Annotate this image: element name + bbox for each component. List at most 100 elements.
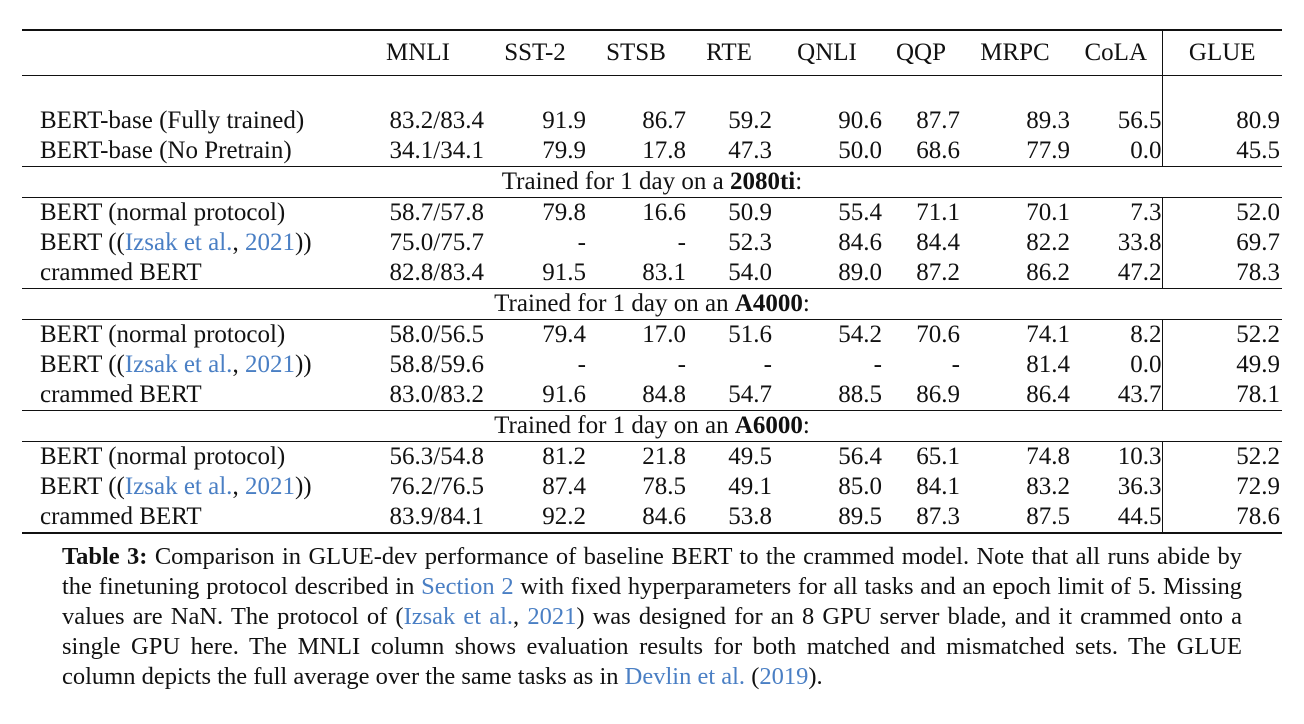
table-row: BERT-base (No Pretrain) 34.1/34.1 79.9 1… xyxy=(22,135,1282,166)
glue-score: 78.1 xyxy=(1161,379,1282,410)
score-cell: 86.9 xyxy=(916,380,960,408)
col-header-qnli: QNLI xyxy=(772,29,882,76)
score-cell: 54.0 xyxy=(728,258,772,286)
col-header-rte: RTE xyxy=(686,29,772,76)
score-cell: 89.0 xyxy=(838,258,882,286)
section-title: Trained for 1 day on an A4000: xyxy=(22,287,1282,319)
score-cell: 21.8 xyxy=(586,440,686,472)
score-cell: 17.8 xyxy=(642,136,686,164)
score-cell: 83.2/83.4 xyxy=(389,106,484,134)
section-gpu-name: 2080ti xyxy=(729,167,796,195)
citation-link[interactable]: Izsak et al. xyxy=(125,473,233,500)
glue-score: 78.6 xyxy=(1161,501,1282,534)
caption-text: ) was designed for an 8 GPU server blade… xyxy=(62,603,1243,690)
score-cell: 84.1 xyxy=(916,472,960,500)
table-row: BERT (normal protocol) 58.7/57.8 79.8 16… xyxy=(22,196,1282,228)
section-title-colon: : xyxy=(802,411,810,439)
citation-year: 2021 xyxy=(244,472,295,500)
score-cell: 79.9 xyxy=(542,136,586,164)
score-cell: 33.8 xyxy=(1117,228,1162,256)
score-cell: 36.3 xyxy=(1117,472,1162,500)
citation-link[interactable]: Devlin et al. xyxy=(624,663,746,690)
score-cell: 91.6 xyxy=(542,380,586,408)
score-cell: 84.8 xyxy=(642,380,686,408)
score-cell: 16.6 xyxy=(586,196,686,228)
citation-author: Izsak et al. xyxy=(124,472,233,500)
citation-link[interactable]: Izsak et al. xyxy=(125,351,233,378)
model-name: BERT ((Izsak et al., 2021)) xyxy=(22,472,352,502)
score-cell: 49.1 xyxy=(728,472,772,500)
citation-year-link[interactable]: 2021 xyxy=(527,603,577,630)
citation-year-link[interactable]: 2021 xyxy=(245,229,295,256)
model-name: BERT ((Izsak et al., 2021)) xyxy=(22,350,352,380)
score-cell: 87.4 xyxy=(542,472,586,500)
model-name-prefix: BERT (( xyxy=(40,228,125,256)
score-cell: 49.5 xyxy=(686,440,772,472)
section-gpu-name: A4000 xyxy=(734,289,803,317)
score-cell: 65.1 xyxy=(882,440,960,472)
score-cell: 58.0/56.5 xyxy=(352,318,484,350)
score-cell: 58.8/59.6 xyxy=(389,350,484,378)
citation-year-link[interactable]: 2019 xyxy=(759,663,809,690)
score-cell: 52.3 xyxy=(728,228,772,256)
score-cell: 87.7 xyxy=(916,106,960,134)
score-cell: 78.5 xyxy=(642,472,686,500)
score-cell: 79.4 xyxy=(484,318,586,350)
citation-separator: , xyxy=(232,228,245,256)
score-cell: 86.4 xyxy=(1026,380,1070,408)
col-header-mnli: MNLI xyxy=(352,29,484,76)
citation-year-link[interactable]: 2021 xyxy=(245,351,295,378)
model-name: BERT-base (Fully trained) xyxy=(40,106,305,134)
score-cell: 82.2 xyxy=(1026,228,1070,256)
score-cell: 0.0 xyxy=(1130,136,1162,164)
score-cell: - xyxy=(951,350,960,378)
score-cell: 54.7 xyxy=(728,380,772,408)
model-name-suffix: )) xyxy=(294,350,312,378)
score-cell: 10.3 xyxy=(1070,440,1162,472)
score-cell: 84.6 xyxy=(838,228,882,256)
score-cell: - xyxy=(677,350,686,378)
score-cell: 92.2 xyxy=(484,501,586,534)
glue-score: 72.9 xyxy=(1161,471,1282,502)
spacer-row xyxy=(22,75,1282,106)
score-cell: 87.3 xyxy=(882,501,960,534)
glue-score: 80.9 xyxy=(1161,105,1282,136)
model-name: BERT (normal protocol) xyxy=(22,440,352,472)
glue-score: 49.9 xyxy=(1161,349,1282,380)
header-row: MNLI SST-2 STSB RTE QNLI QQP MRPC CoLA G… xyxy=(22,29,1282,76)
citation-link[interactable]: Izsak et al. xyxy=(403,603,514,630)
col-header-glue: GLUE xyxy=(1161,29,1282,76)
score-cell: 84.6 xyxy=(586,501,686,534)
score-cell: 79.8 xyxy=(484,196,586,228)
score-cell: 88.5 xyxy=(838,380,882,408)
score-cell: 55.4 xyxy=(772,196,882,228)
score-cell: 43.7 xyxy=(1117,380,1162,408)
citation-separator: , xyxy=(513,603,528,630)
score-cell: 47.3 xyxy=(728,136,772,164)
table-row: BERT-base (Fully trained) 83.2/83.4 91.9… xyxy=(22,105,1282,136)
caption-text: Comparison in GLUE-dev performance of ba… xyxy=(62,543,1242,600)
section-title: Trained for 1 day on a 2080ti: xyxy=(22,165,1282,197)
section-header: Trained for 1 day on a 2080ti: xyxy=(22,165,1282,197)
citation-year-link[interactable]: 2021 xyxy=(245,473,295,500)
section-title: Trained for 1 day on an A6000: xyxy=(22,409,1282,441)
section-header: Trained for 1 day on an A6000: xyxy=(22,409,1282,441)
citation-separator: , xyxy=(232,472,245,500)
model-name: crammed BERT xyxy=(22,501,352,534)
table-row: BERT ((Izsak et al., 2021)) 58.8/59.6 - … xyxy=(22,349,1282,380)
score-cell: 89.3 xyxy=(1026,106,1070,134)
score-cell: 68.6 xyxy=(916,136,960,164)
section-link[interactable]: Section 2 xyxy=(421,573,514,600)
score-cell: 58.7/57.8 xyxy=(352,196,484,228)
score-cell: 83.1 xyxy=(642,258,686,286)
score-cell: 56.4 xyxy=(772,440,882,472)
score-cell: 83.0/83.2 xyxy=(389,380,484,408)
score-cell: 7.3 xyxy=(1070,196,1162,228)
score-cell: 59.2 xyxy=(728,106,772,134)
col-header-mrpc: MRPC xyxy=(960,29,1070,76)
model-name-prefix: BERT (( xyxy=(40,472,125,500)
score-cell: 56.3/54.8 xyxy=(352,440,484,472)
citation-link[interactable]: Izsak et al. xyxy=(125,229,233,256)
score-cell: 77.9 xyxy=(1026,136,1070,164)
citation-separator: ( xyxy=(745,663,760,690)
